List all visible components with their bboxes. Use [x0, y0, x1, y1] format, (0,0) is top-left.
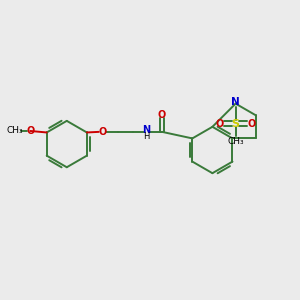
Text: O: O: [158, 110, 166, 120]
Text: CH₃: CH₃: [7, 126, 23, 135]
Text: H: H: [143, 132, 150, 141]
Text: S: S: [232, 119, 240, 129]
Text: N: N: [142, 125, 151, 135]
Text: O: O: [98, 127, 106, 137]
Text: O: O: [26, 126, 34, 136]
Text: O: O: [248, 119, 256, 129]
Text: N: N: [231, 98, 240, 107]
Text: O: O: [215, 119, 224, 129]
Text: CH₃: CH₃: [227, 137, 244, 146]
